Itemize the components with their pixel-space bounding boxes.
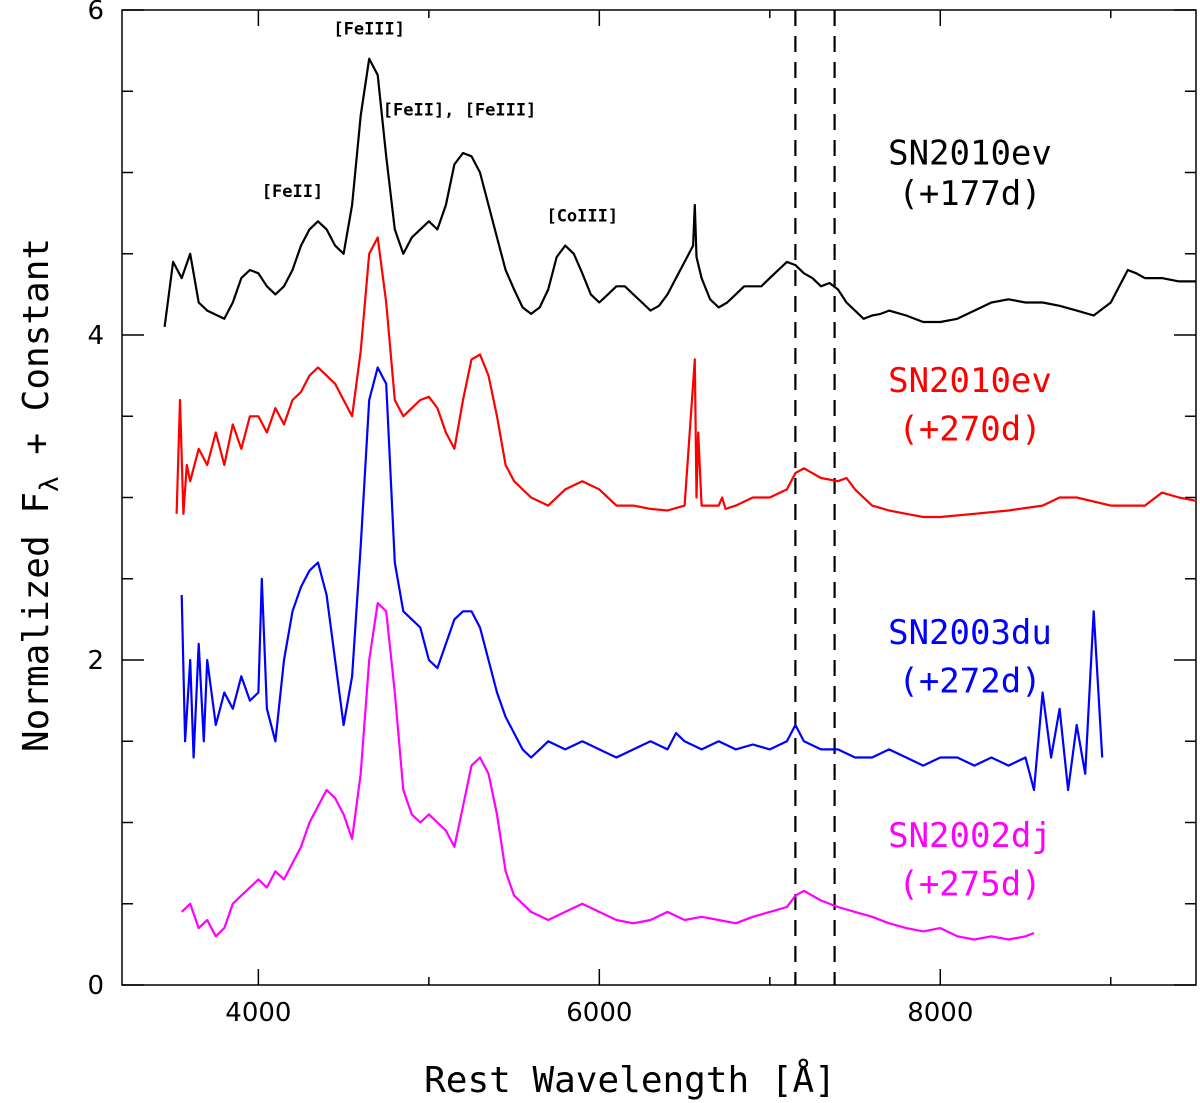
- series-label-name: SN2003du: [888, 613, 1052, 653]
- series-lines: [163, 57, 1197, 941]
- y-tick-label: 4: [87, 321, 104, 351]
- series-label-name: SN2010ev: [888, 133, 1052, 173]
- line-annotations: [FeII] [FeIII] [FeII], [FeIII] [CoIII]: [262, 19, 618, 226]
- line-annotation: [FeII], [FeIII]: [383, 101, 537, 121]
- series-label-name: SN2010ev: [888, 361, 1052, 401]
- series-label-name: SN2002dj: [888, 816, 1052, 856]
- y-tick-label: 0: [87, 971, 104, 1001]
- axes: 4000 6000 8000 0 2 4 6: [87, 0, 1197, 1028]
- series-line-sn2010ev-0: [163, 57, 1196, 328]
- x-tick-label: 4000: [225, 998, 291, 1028]
- series-line-sn2002dj-3: [180, 601, 1035, 941]
- x-tick-label: 8000: [907, 998, 973, 1028]
- reference-lines: [794, 10, 836, 985]
- series-line-sn2010ev-1: [175, 236, 1197, 519]
- line-annotation: [FeIII]: [333, 19, 405, 39]
- y-axis-label: Normalized Fλ + Constant: [16, 238, 65, 752]
- y-tick-label: 6: [87, 0, 104, 26]
- series-label-epoch: (+270d): [898, 410, 1041, 450]
- line-annotation: [CoIII]: [546, 206, 618, 226]
- x-tick-label: 6000: [566, 998, 632, 1028]
- y-axis-label-main: Normalized F: [16, 492, 57, 752]
- series-line-sn2003du-2: [180, 366, 1104, 792]
- series-label-epoch: (+177d): [898, 174, 1041, 214]
- line-annotation: [FeII]: [262, 182, 323, 202]
- series-label-epoch: (+272d): [898, 662, 1041, 702]
- y-axis-label-suffix: + Constant: [16, 238, 57, 476]
- y-axis-label-subscript: λ: [35, 476, 65, 492]
- y-tick-label: 2: [87, 646, 104, 676]
- x-axis-label: Rest Wavelength [Å]: [424, 1058, 836, 1101]
- series-label-epoch: (+275d): [898, 865, 1041, 905]
- series-labels: SN2010ev(+177d)SN2010ev(+270d)SN2003du(+…: [888, 133, 1052, 904]
